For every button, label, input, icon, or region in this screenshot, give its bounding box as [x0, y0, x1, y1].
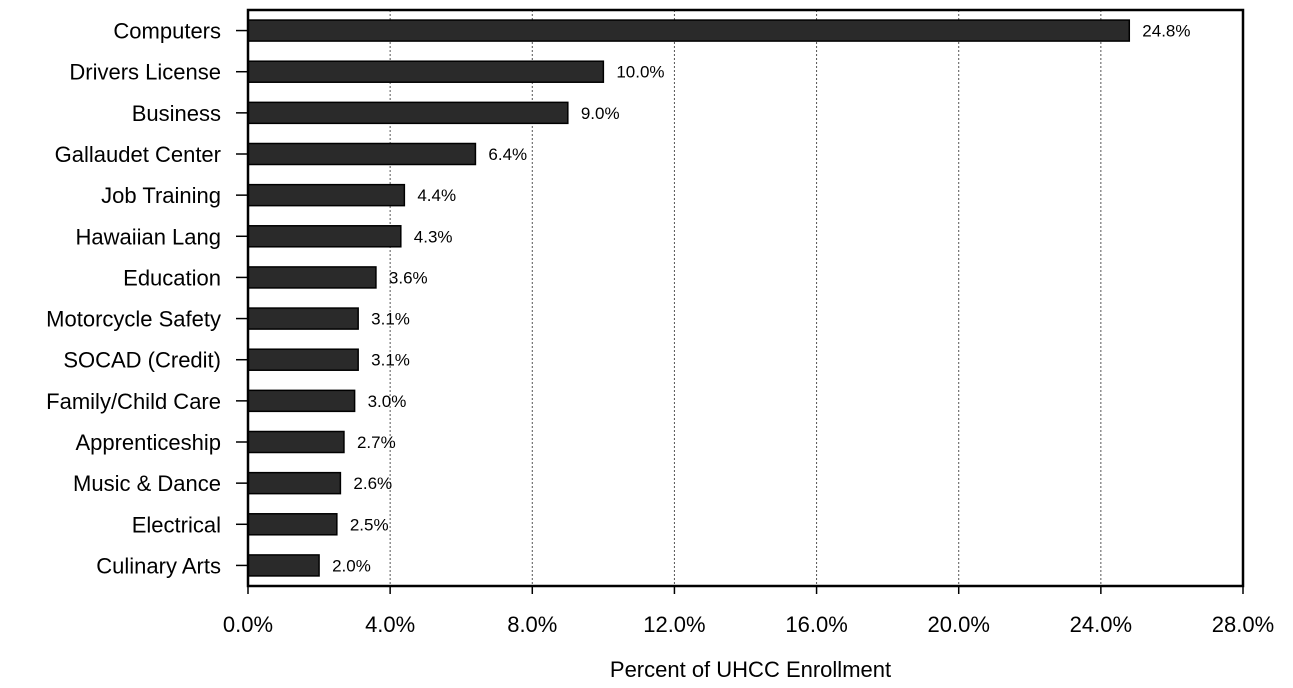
plot-area-frame: [246, 8, 1245, 588]
x-tick-label: 24.0%: [1070, 612, 1132, 637]
data-label: 24.8%: [1142, 22, 1190, 41]
data-label: 2.6%: [353, 474, 392, 493]
data-label: 6.4%: [488, 145, 527, 164]
data-label: 10.0%: [616, 63, 664, 82]
data-label: 2.5%: [350, 515, 389, 534]
category-label: Job Training: [101, 183, 221, 208]
bar: [247, 513, 338, 536]
x-tick-label: 28.0%: [1212, 612, 1274, 637]
bar: [247, 60, 605, 83]
x-tick-label: 0.0%: [223, 612, 273, 637]
data-label: 2.0%: [332, 556, 371, 575]
bar: [247, 389, 356, 413]
category-label: Music & Dance: [73, 471, 221, 496]
bar: [247, 266, 377, 289]
bar: [247, 471, 342, 495]
x-tick-label: 12.0%: [643, 612, 705, 637]
data-label: 2.7%: [357, 433, 396, 452]
category-label: Culinary Arts: [96, 553, 221, 578]
data-label: 3.1%: [371, 310, 410, 329]
category-label: Motorcycle Safety: [46, 307, 221, 332]
gridlines: [389, 10, 1102, 586]
bar: [247, 554, 320, 577]
category-label: Computers: [113, 19, 221, 44]
category-label: Hawaiian Lang: [75, 224, 221, 249]
data-label: 4.3%: [414, 227, 453, 246]
bar: [247, 142, 477, 166]
data-label: 3.6%: [389, 268, 428, 287]
labels: 0.0% 4.0% 8.0% 12.0% 16.0% 20.0% 24.0% 28.0% Com…: [46, 19, 1274, 637]
bar: [247, 348, 359, 371]
x-tick-label: 4.0%: [365, 612, 415, 637]
category-label: Drivers License: [69, 60, 221, 85]
data-label: 9.0%: [581, 104, 620, 123]
category-label: Family/Child Care: [46, 389, 221, 414]
bar: [247, 101, 569, 125]
x-tick-label: 16.0%: [785, 612, 847, 637]
x-axis-title: Percent of UHCC Enrollment: [610, 657, 891, 682]
category-label: Apprenticeship: [75, 430, 221, 455]
bar: [247, 225, 402, 248]
data-label: 3.0%: [368, 392, 407, 411]
bar: [247, 430, 345, 454]
bar: [247, 307, 359, 330]
x-tick-label: 8.0%: [507, 612, 557, 637]
axis-ticks: [236, 29, 1244, 594]
category-label: Electrical: [132, 512, 221, 537]
bar: [247, 183, 406, 207]
data-label: 3.1%: [371, 351, 410, 370]
x-tick-label: 20.0%: [928, 612, 990, 637]
category-label: SOCAD (Credit): [63, 348, 221, 373]
category-label: Business: [132, 101, 221, 126]
data-label: 4.4%: [417, 186, 456, 205]
category-label: Education: [123, 265, 221, 290]
category-label: Gallaudet Center: [55, 142, 221, 167]
bar: [247, 19, 1131, 42]
